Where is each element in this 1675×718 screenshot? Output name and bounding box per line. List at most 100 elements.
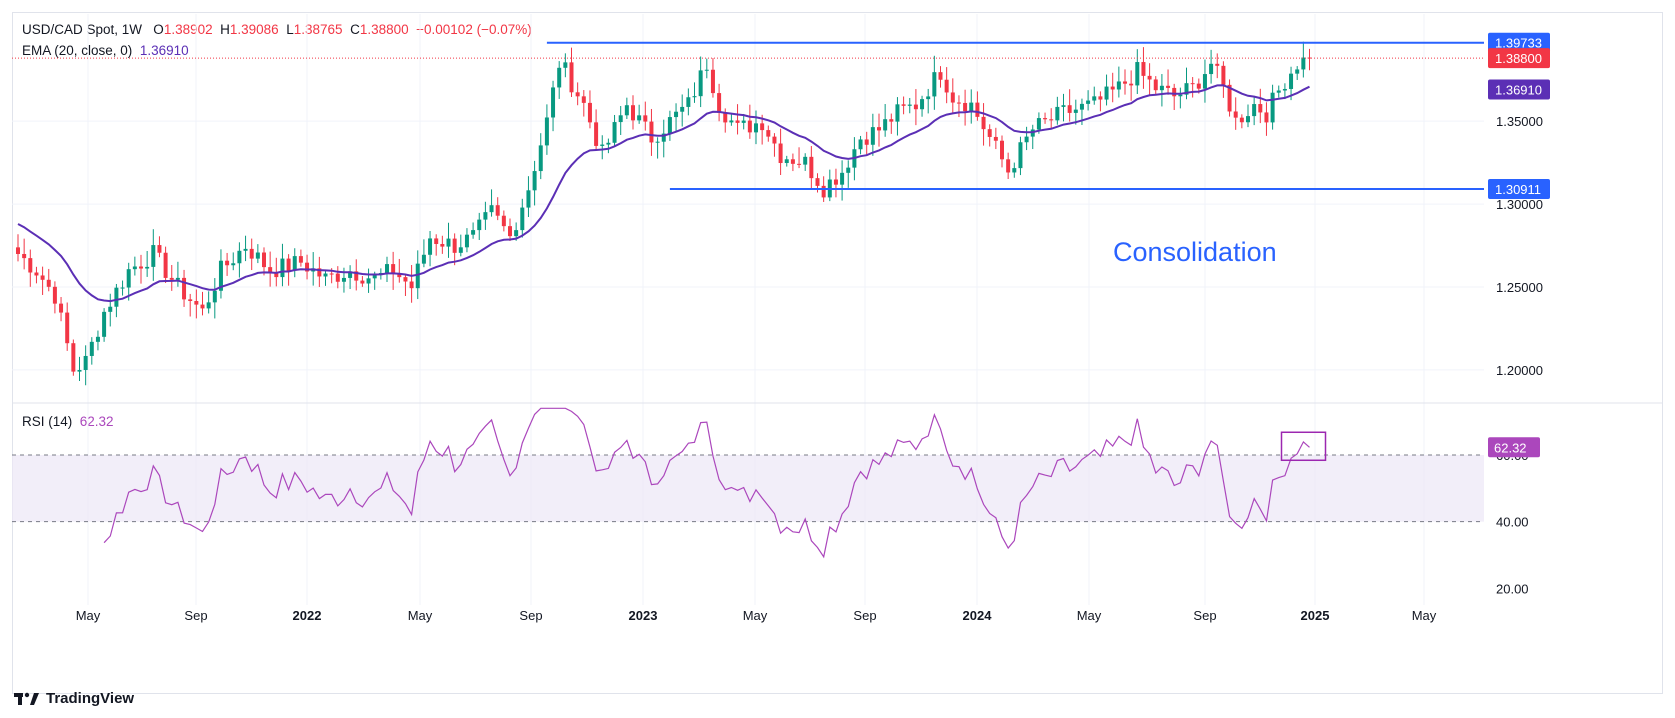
candle-body bbox=[858, 139, 863, 150]
tradingview-logo-icon bbox=[14, 692, 39, 705]
candle-body bbox=[766, 130, 771, 137]
candle-body bbox=[704, 69, 709, 71]
candle-body bbox=[428, 238, 433, 255]
candle-body bbox=[1276, 90, 1281, 93]
price-tag-box bbox=[1488, 32, 1550, 53]
candle-body bbox=[1264, 112, 1269, 123]
candle-body bbox=[495, 205, 500, 216]
price-tag-box bbox=[1488, 178, 1550, 199]
candle-body bbox=[643, 115, 648, 122]
open-value: 1.38902 bbox=[163, 22, 213, 37]
time-axis-tick: May bbox=[1412, 608, 1437, 623]
candle-body bbox=[348, 271, 353, 278]
candle-body bbox=[95, 336, 100, 342]
candle-body bbox=[624, 105, 629, 116]
candle-body bbox=[65, 312, 70, 344]
rsi-label: RSI (14) bbox=[22, 414, 73, 429]
candle-body bbox=[870, 127, 875, 145]
candle-body bbox=[83, 355, 88, 370]
candle-body bbox=[477, 219, 482, 231]
candle-body bbox=[778, 143, 783, 164]
high-label: H bbox=[220, 22, 230, 37]
candle-body bbox=[993, 136, 998, 141]
candles-group bbox=[16, 41, 1312, 386]
candle-body bbox=[274, 273, 279, 278]
candle-body bbox=[1166, 85, 1171, 88]
candle-body bbox=[809, 156, 814, 179]
time-axis-tick: Sep bbox=[853, 608, 876, 623]
candle-body bbox=[40, 275, 45, 280]
candle-body bbox=[987, 129, 992, 137]
candle-body bbox=[532, 171, 537, 191]
candle-body bbox=[803, 156, 808, 165]
candle-body bbox=[1252, 104, 1257, 117]
candle-body bbox=[1116, 81, 1121, 90]
candle-body bbox=[1307, 57, 1312, 59]
candle-body bbox=[114, 287, 119, 307]
candle-body bbox=[1227, 84, 1232, 112]
candle-body bbox=[655, 141, 660, 143]
candle-body bbox=[139, 266, 143, 269]
candle-body bbox=[889, 119, 894, 122]
candle-body bbox=[1006, 159, 1011, 173]
candle-body bbox=[489, 205, 494, 213]
candle-body bbox=[249, 248, 254, 259]
price-tag-box bbox=[1488, 48, 1550, 69]
candle-body bbox=[551, 87, 556, 118]
candle-body bbox=[1202, 74, 1207, 89]
candle-body bbox=[538, 145, 543, 172]
candle-body bbox=[280, 258, 285, 278]
candle-body bbox=[22, 253, 27, 259]
candle-body bbox=[175, 277, 180, 280]
candle-body bbox=[618, 115, 623, 123]
candle-body bbox=[1018, 142, 1023, 169]
candle-body bbox=[298, 256, 303, 263]
candle-body bbox=[151, 245, 156, 267]
candle-body bbox=[262, 252, 266, 268]
candle-body bbox=[59, 303, 64, 313]
candle-body bbox=[483, 212, 488, 220]
candle-body bbox=[1209, 63, 1214, 75]
candle-body bbox=[1000, 140, 1004, 160]
low-value: 1.38765 bbox=[293, 22, 343, 37]
candle-body bbox=[163, 252, 168, 278]
candle-body bbox=[575, 92, 580, 97]
candle-body bbox=[46, 279, 51, 287]
candle-body bbox=[1141, 62, 1146, 76]
candle-body bbox=[606, 142, 611, 145]
candle-body bbox=[1104, 86, 1109, 100]
candle-body bbox=[963, 102, 968, 112]
candle-body bbox=[710, 69, 715, 94]
candle-body bbox=[471, 230, 476, 235]
candle-body bbox=[1092, 96, 1097, 101]
candle-body bbox=[821, 185, 826, 198]
candle-body bbox=[833, 179, 838, 185]
price-axis-tick: 1.30000 bbox=[1496, 197, 1543, 212]
candle-body bbox=[717, 93, 722, 113]
candle-body bbox=[1258, 104, 1263, 113]
candle-body bbox=[126, 269, 131, 288]
candle-body bbox=[323, 273, 328, 277]
candle-body bbox=[218, 260, 223, 291]
candle-body bbox=[932, 72, 937, 97]
candle-body bbox=[329, 273, 334, 275]
candle-body bbox=[255, 252, 260, 259]
candle-body bbox=[956, 102, 961, 104]
brand-footer: TradingView bbox=[14, 690, 134, 707]
candle-body bbox=[735, 120, 740, 123]
candle-body bbox=[729, 120, 734, 123]
candle-body bbox=[292, 256, 297, 271]
candle-body bbox=[1061, 105, 1066, 107]
candle-body bbox=[243, 248, 248, 251]
candle-body bbox=[440, 243, 445, 247]
time-axis-tick: Sep bbox=[1193, 608, 1216, 623]
candle-body bbox=[1270, 92, 1275, 123]
candle-body bbox=[1024, 136, 1029, 143]
candle-body bbox=[225, 260, 230, 266]
candle-body bbox=[200, 304, 205, 309]
candle-body bbox=[1153, 79, 1158, 91]
candle-body bbox=[77, 369, 82, 372]
price-axis-tick: 1.25000 bbox=[1496, 280, 1543, 295]
candle-body bbox=[544, 117, 549, 146]
